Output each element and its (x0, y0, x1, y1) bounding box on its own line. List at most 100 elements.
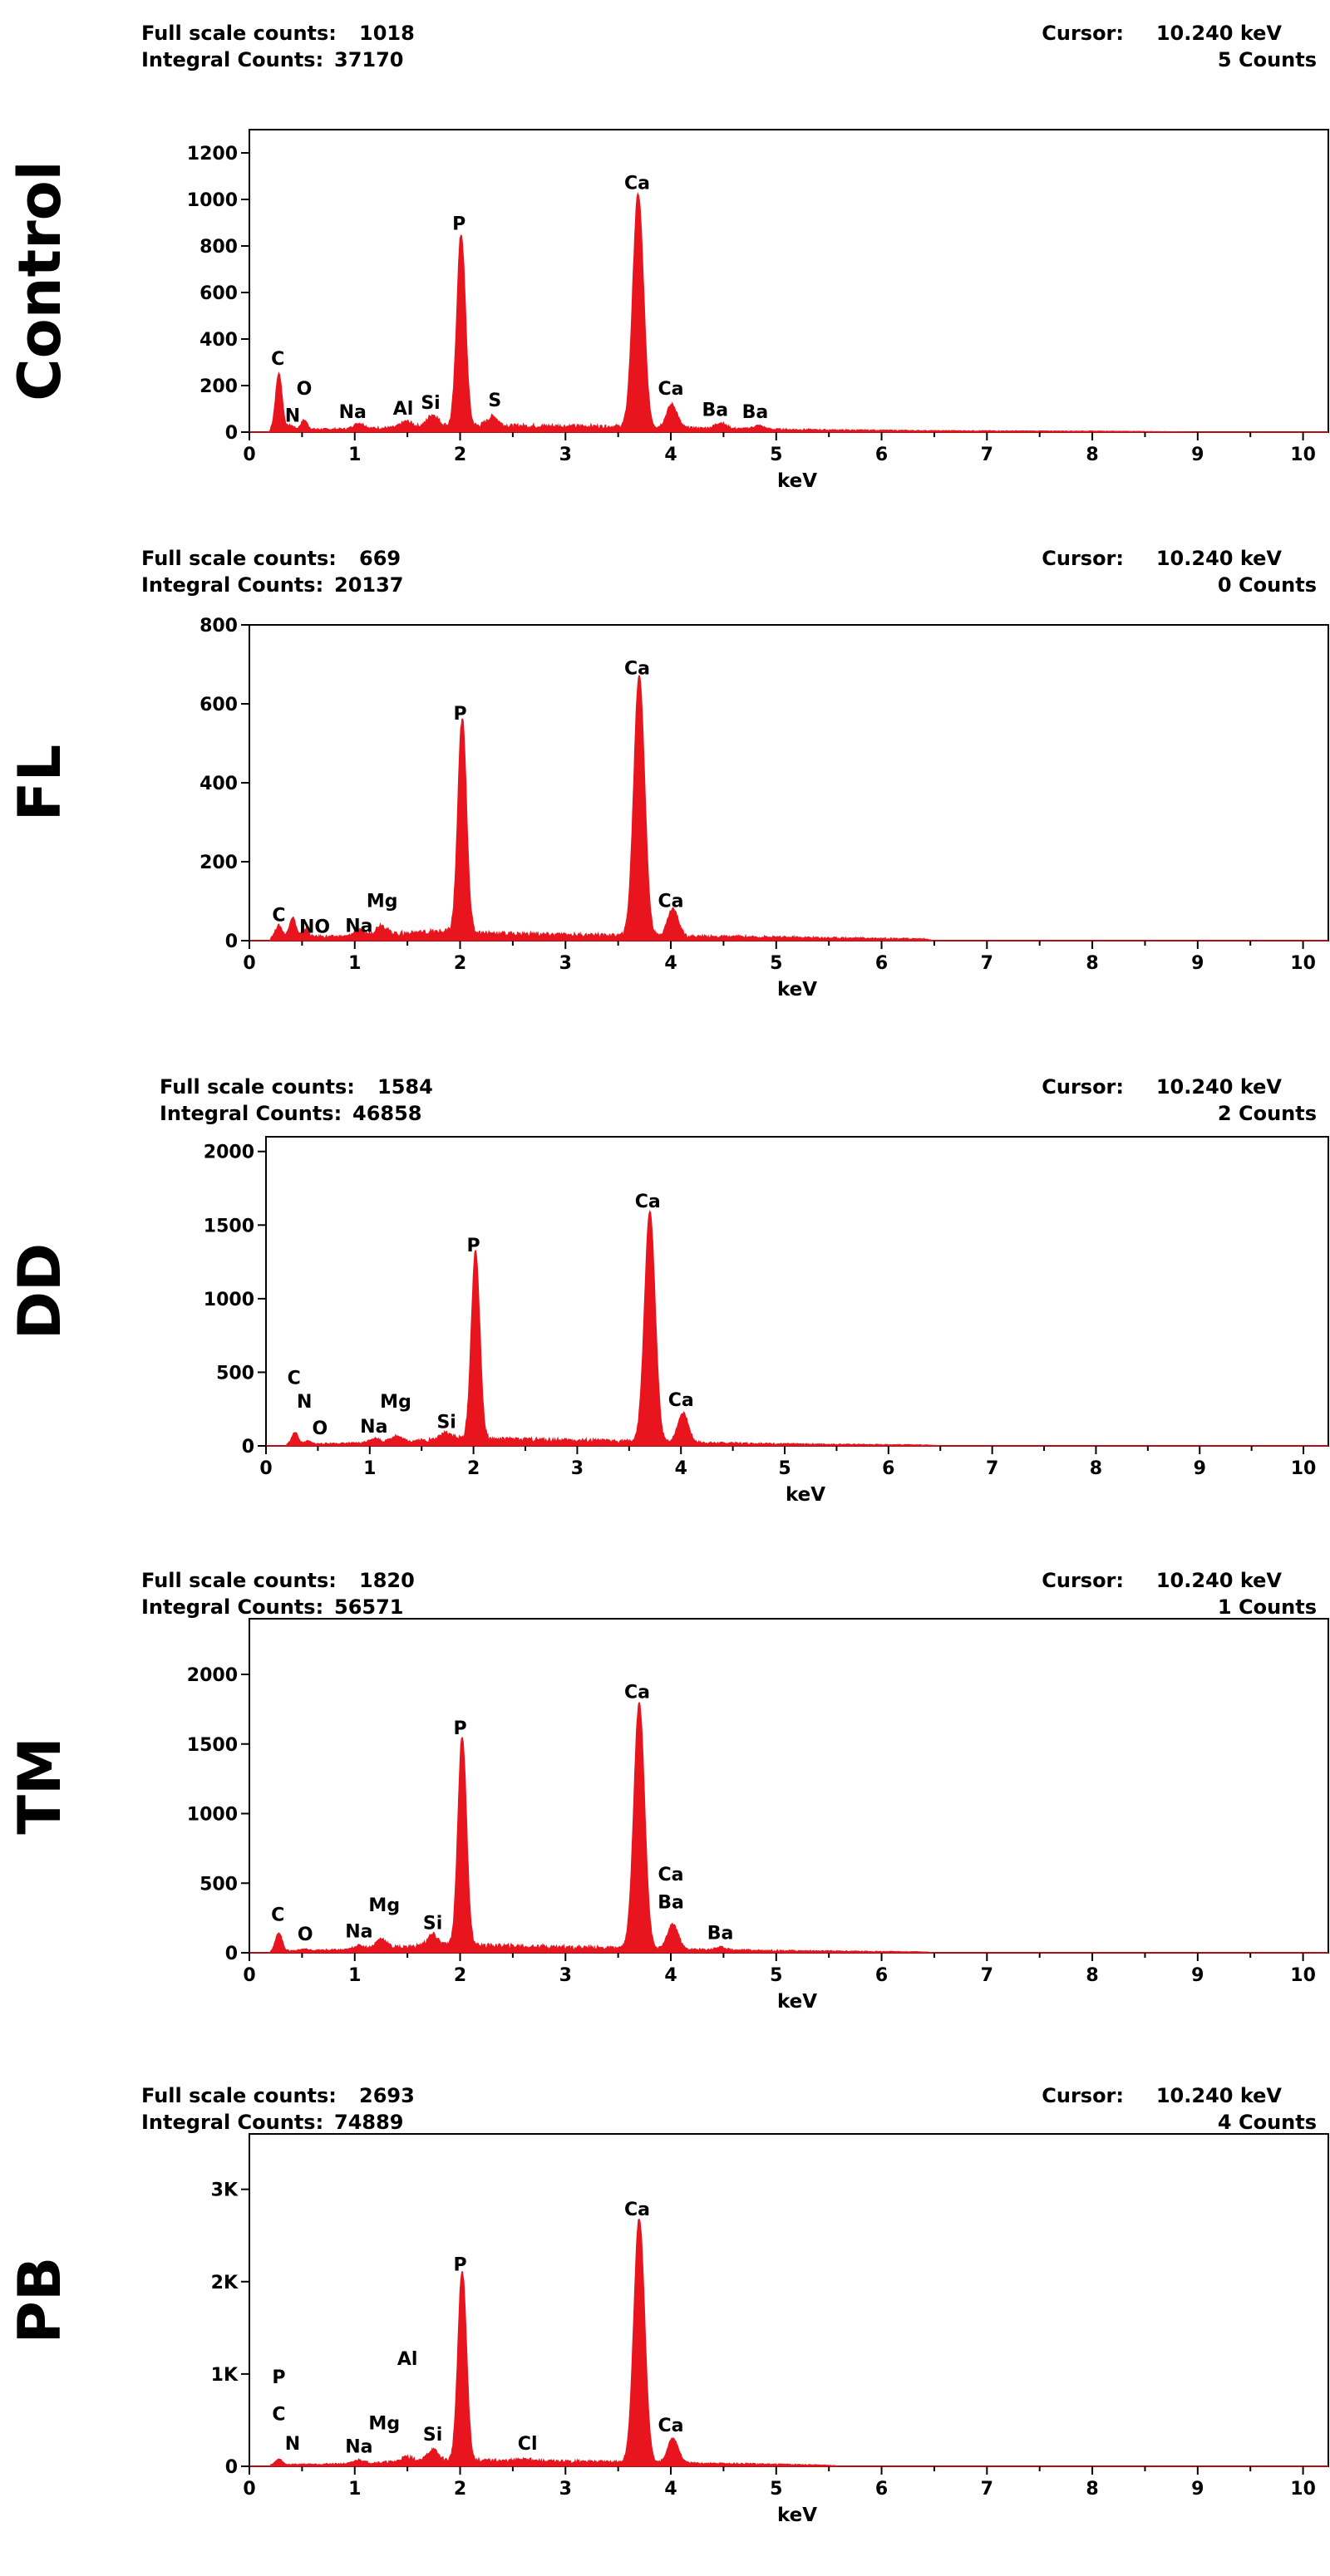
full-scale-label: Full scale counts: (141, 2084, 337, 2107)
x-tick-label: 3 (571, 1458, 584, 1479)
peak-label-al: Al (393, 399, 414, 420)
peak-label-p: P (453, 1718, 466, 1739)
spectrum-area (249, 675, 1328, 941)
full-scale-label: Full scale counts: (141, 22, 337, 45)
x-tick-label: 10 (1290, 953, 1316, 974)
x-tick-label: 8 (1086, 445, 1098, 465)
x-tick-label: 9 (1194, 1458, 1206, 1479)
peak-label-c: C (272, 905, 285, 926)
y-tick-label: 1200 (187, 144, 238, 165)
y-tick-label: 2000 (187, 1665, 238, 1686)
cursor-counts: 1 Counts (1218, 1595, 1317, 1619)
x-tick-label: 6 (882, 1458, 894, 1479)
spectrum-chart: FL Full scale counts: 669 Integral Counts: 2… (6, 547, 1329, 1000)
full-scale-label: Full scale counts: (141, 547, 337, 570)
peak-label-c: C (271, 349, 284, 370)
x-tick-label: 3 (559, 2479, 572, 2500)
y-tick-label: 200 (200, 853, 238, 873)
y-tick-label: 0 (225, 932, 238, 952)
y-tick-label: 500 (200, 1874, 238, 1895)
x-tick-label: 5 (770, 445, 782, 465)
x-axis-label: keV (777, 2505, 817, 2526)
y-tick-label: 1K (211, 2365, 239, 2386)
integral-counts-label: Integral Counts: (141, 2111, 323, 2134)
x-tick-label: 3 (559, 445, 572, 465)
peak-label-p: P (452, 214, 466, 234)
cursor-label: Cursor: (1042, 2084, 1124, 2107)
integral-counts-value: 37170 (334, 48, 404, 71)
peak-label-p: P (272, 2367, 285, 2388)
integral-counts-value: 20137 (334, 573, 404, 597)
cursor-label: Cursor: (1042, 1569, 1124, 1592)
peak-label-c: C (288, 1369, 301, 1389)
x-tick-label: 6 (875, 445, 888, 465)
cursor-label: Cursor: (1042, 22, 1124, 45)
panel-label: Control (6, 160, 74, 401)
y-tick-label: 600 (200, 283, 238, 304)
y-tick-label: 2000 (204, 1143, 254, 1163)
x-tick-label: 4 (664, 1965, 677, 1986)
x-tick-label: 9 (1191, 445, 1204, 465)
cursor-counts: 4 Counts (1218, 2111, 1317, 2134)
x-tick-label: 9 (1191, 953, 1204, 974)
x-tick-label: 8 (1086, 1965, 1098, 1986)
y-tick-label: 400 (200, 774, 238, 794)
x-tick-label: 8 (1086, 2479, 1098, 2500)
x-tick-label: 10 (1290, 2479, 1316, 2500)
peak-label-ca: Ca (635, 1192, 661, 1212)
x-tick-label: 0 (243, 1965, 255, 1986)
full-scale-label: Full scale counts: (141, 1569, 337, 1592)
x-tick-label: 8 (1090, 1458, 1102, 1479)
x-tick-label: 9 (1191, 1965, 1204, 1986)
full-scale-value: 1018 (359, 22, 415, 45)
y-tick-label: 1500 (187, 1735, 238, 1756)
spectrum-panel-fl: FL Full scale counts: 669 Integral Counts: 2… (0, 532, 1330, 1039)
peak-label-ca: Ca (668, 1390, 694, 1411)
spectrum-area (249, 1702, 1328, 1954)
integral-counts-label: Integral Counts: (141, 48, 323, 71)
full-scale-value: 1584 (377, 1075, 433, 1099)
x-tick-label: 4 (675, 1458, 687, 1479)
x-tick-label: 1 (348, 2479, 361, 2500)
spectrum-area (249, 191, 1328, 433)
y-tick-label: 0 (242, 1437, 254, 1458)
y-tick-label: 1000 (204, 1290, 254, 1310)
y-tick-label: 1000 (187, 190, 238, 211)
peak-label-ca: Ca (624, 2200, 650, 2220)
x-tick-label: 10 (1290, 1965, 1316, 1986)
peak-label-si: Si (423, 1914, 442, 1934)
x-tick-label: 4 (664, 445, 677, 465)
peak-label-s: S (488, 391, 501, 411)
peak-label-si: Si (421, 393, 440, 414)
x-tick-label: 6 (875, 953, 888, 974)
x-tick-label: 0 (243, 445, 255, 465)
peak-label-na: Na (345, 1922, 372, 1943)
x-axis-label: keV (777, 979, 817, 1000)
full-scale-value: 669 (359, 547, 401, 570)
peak-label-c: C (272, 2404, 285, 2425)
cursor-value: 10.240 keV (1156, 2084, 1283, 2107)
spectrum-panel-dd: DD Full scale counts: 1584 Integral Counts:… (0, 1064, 1330, 1571)
peak-label-ca: Ca (658, 892, 684, 912)
x-axis-label: keV (777, 470, 817, 492)
peak-label-ca: Ca (624, 1682, 650, 1703)
integral-counts-value: 56571 (334, 1595, 404, 1619)
peak-label-no: NO (299, 917, 330, 938)
cursor-value: 10.240 keV (1156, 1569, 1283, 1592)
peak-label-c: C (271, 1905, 284, 1925)
x-tick-label: 7 (981, 445, 993, 465)
peak-label-ba: Ba (702, 400, 728, 420)
cursor-counts: 2 Counts (1218, 1102, 1317, 1125)
spectrum-panel-control: Control Full scale counts: 1018 Integral Co… (0, 7, 1330, 514)
integral-counts-value: 74889 (334, 2111, 404, 2134)
cursor-label: Cursor: (1042, 547, 1124, 570)
integral-counts-label: Integral Counts: (141, 573, 323, 597)
x-tick-label: 2 (454, 1965, 466, 1986)
peak-label-mg: Mg (368, 1895, 400, 1916)
x-axis-label: keV (786, 1484, 825, 1506)
panel-label: FL (6, 745, 74, 821)
peak-label-ba: Ba (742, 402, 769, 423)
